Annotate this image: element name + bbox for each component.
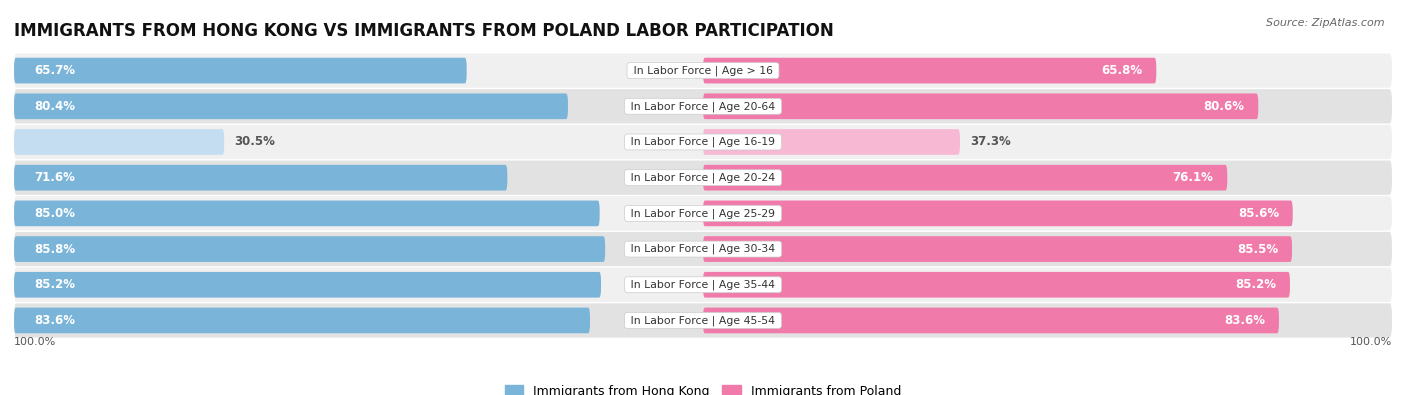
FancyBboxPatch shape xyxy=(14,272,600,297)
FancyBboxPatch shape xyxy=(703,165,1227,190)
Text: In Labor Force | Age > 16: In Labor Force | Age > 16 xyxy=(630,65,776,76)
Text: 30.5%: 30.5% xyxy=(235,135,276,149)
FancyBboxPatch shape xyxy=(14,125,1392,159)
Text: 65.8%: 65.8% xyxy=(1101,64,1143,77)
FancyBboxPatch shape xyxy=(14,94,568,119)
Text: In Labor Force | Age 35-44: In Labor Force | Age 35-44 xyxy=(627,280,779,290)
Text: 83.6%: 83.6% xyxy=(35,314,76,327)
Text: 80.4%: 80.4% xyxy=(35,100,76,113)
Text: In Labor Force | Age 20-24: In Labor Force | Age 20-24 xyxy=(627,173,779,183)
FancyBboxPatch shape xyxy=(14,89,1392,123)
FancyBboxPatch shape xyxy=(14,53,1392,88)
FancyBboxPatch shape xyxy=(14,232,1392,266)
Text: In Labor Force | Age 20-64: In Labor Force | Age 20-64 xyxy=(627,101,779,111)
Text: 100.0%: 100.0% xyxy=(14,337,56,347)
Text: 71.6%: 71.6% xyxy=(35,171,76,184)
Text: 85.2%: 85.2% xyxy=(1236,278,1277,291)
FancyBboxPatch shape xyxy=(14,129,224,155)
Text: In Labor Force | Age 25-29: In Labor Force | Age 25-29 xyxy=(627,208,779,218)
Text: 85.6%: 85.6% xyxy=(1237,207,1279,220)
FancyBboxPatch shape xyxy=(14,201,599,226)
FancyBboxPatch shape xyxy=(14,165,508,190)
Text: 83.6%: 83.6% xyxy=(1225,314,1265,327)
Text: In Labor Force | Age 30-34: In Labor Force | Age 30-34 xyxy=(627,244,779,254)
FancyBboxPatch shape xyxy=(14,160,1392,195)
FancyBboxPatch shape xyxy=(703,201,1292,226)
Text: 76.1%: 76.1% xyxy=(1173,171,1213,184)
FancyBboxPatch shape xyxy=(14,58,467,83)
Text: 65.7%: 65.7% xyxy=(35,64,76,77)
FancyBboxPatch shape xyxy=(703,94,1258,119)
Text: In Labor Force | Age 16-19: In Labor Force | Age 16-19 xyxy=(627,137,779,147)
Text: 37.3%: 37.3% xyxy=(970,135,1011,149)
Text: 85.0%: 85.0% xyxy=(35,207,76,220)
Text: In Labor Force | Age 45-54: In Labor Force | Age 45-54 xyxy=(627,315,779,326)
Text: Source: ZipAtlas.com: Source: ZipAtlas.com xyxy=(1267,18,1385,28)
FancyBboxPatch shape xyxy=(703,272,1289,297)
FancyBboxPatch shape xyxy=(14,268,1392,302)
FancyBboxPatch shape xyxy=(703,236,1292,262)
Legend: Immigrants from Hong Kong, Immigrants from Poland: Immigrants from Hong Kong, Immigrants fr… xyxy=(499,380,907,395)
FancyBboxPatch shape xyxy=(14,303,1392,338)
FancyBboxPatch shape xyxy=(703,308,1279,333)
FancyBboxPatch shape xyxy=(14,196,1392,231)
Text: IMMIGRANTS FROM HONG KONG VS IMMIGRANTS FROM POLAND LABOR PARTICIPATION: IMMIGRANTS FROM HONG KONG VS IMMIGRANTS … xyxy=(14,22,834,40)
FancyBboxPatch shape xyxy=(14,308,591,333)
Text: 85.2%: 85.2% xyxy=(35,278,76,291)
FancyBboxPatch shape xyxy=(703,58,1156,83)
Text: 85.8%: 85.8% xyxy=(35,243,76,256)
FancyBboxPatch shape xyxy=(703,129,960,155)
FancyBboxPatch shape xyxy=(14,236,605,262)
Text: 80.6%: 80.6% xyxy=(1204,100,1244,113)
Text: 85.5%: 85.5% xyxy=(1237,243,1278,256)
Text: 100.0%: 100.0% xyxy=(1350,337,1392,347)
